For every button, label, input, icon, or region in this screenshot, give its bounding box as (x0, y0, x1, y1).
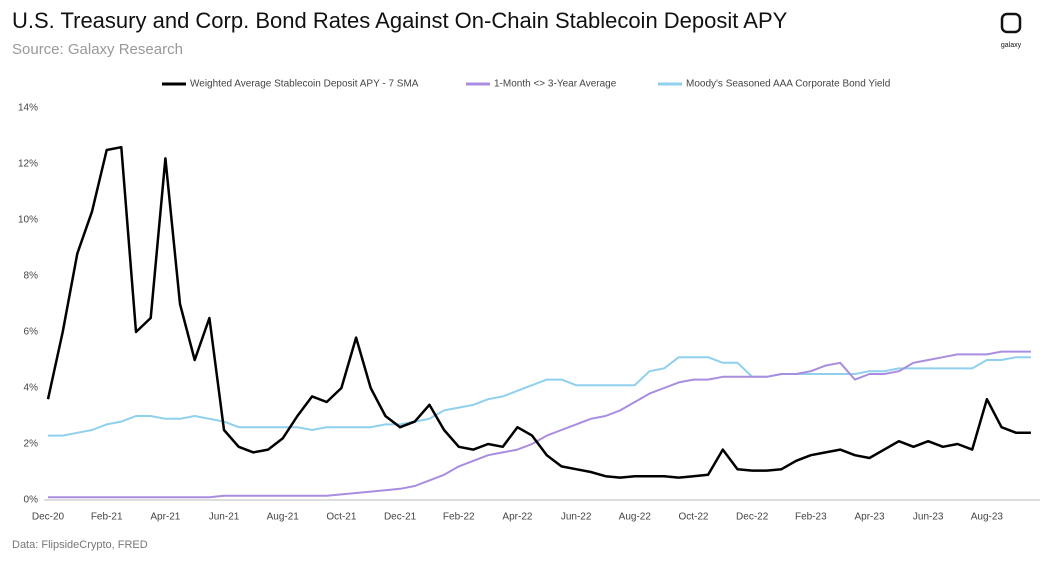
x-tick-label: Dec-22 (736, 512, 769, 523)
y-tick-label: 6% (24, 327, 39, 338)
series-line (48, 350, 1031, 499)
x-tick-label: Oct-22 (678, 512, 708, 523)
x-tick-label: Dec-20 (32, 512, 65, 523)
y-tick-label: 14% (18, 103, 38, 114)
y-tick-label: 10% (18, 215, 38, 226)
legend-label: 1-Month <> 3-Year Average (494, 79, 617, 90)
x-tick-label: Feb-21 (91, 512, 123, 523)
x-tick-label: Oct-21 (326, 512, 356, 523)
series-line (48, 356, 1031, 437)
y-tick-label: 0% (24, 495, 39, 506)
x-tick-label: Apr-22 (502, 512, 532, 523)
chart-title: U.S. Treasury and Corp. Bond Rates Again… (12, 8, 788, 33)
y-tick-label: 12% (18, 159, 38, 170)
x-tick-label: Aug-22 (619, 512, 652, 523)
source-note: Data: FlipsideCrypto, FRED (12, 539, 148, 551)
x-tick-label: Feb-22 (443, 512, 475, 523)
x-tick-label: Jun-23 (913, 512, 944, 523)
series-line (46, 145, 1031, 479)
legend-label: Weighted Average Stablecoin Deposit APY … (190, 79, 419, 90)
y-tick-label: 2% (24, 439, 39, 450)
y-tick-label: 8% (24, 271, 39, 282)
x-tick-label: Aug-23 (971, 512, 1004, 523)
x-tick-label: Feb-23 (795, 512, 827, 523)
x-tick-label: Jun-21 (209, 512, 240, 523)
logo-text: galaxy (1001, 42, 1022, 49)
x-tick-label: Jun-22 (561, 512, 592, 523)
logo-icon (1000, 12, 1022, 34)
x-tick-label: Dec-21 (384, 512, 417, 523)
y-tick-label: 4% (24, 383, 39, 394)
x-tick-label: Apr-21 (150, 512, 180, 523)
chart-subtitle: Source: Galaxy Research (12, 41, 183, 58)
x-tick-label: Aug-21 (267, 512, 300, 523)
x-tick-label: Apr-23 (855, 512, 885, 523)
legend-label: Moody's Seasoned AAA Corporate Bond Yiel… (686, 79, 890, 90)
